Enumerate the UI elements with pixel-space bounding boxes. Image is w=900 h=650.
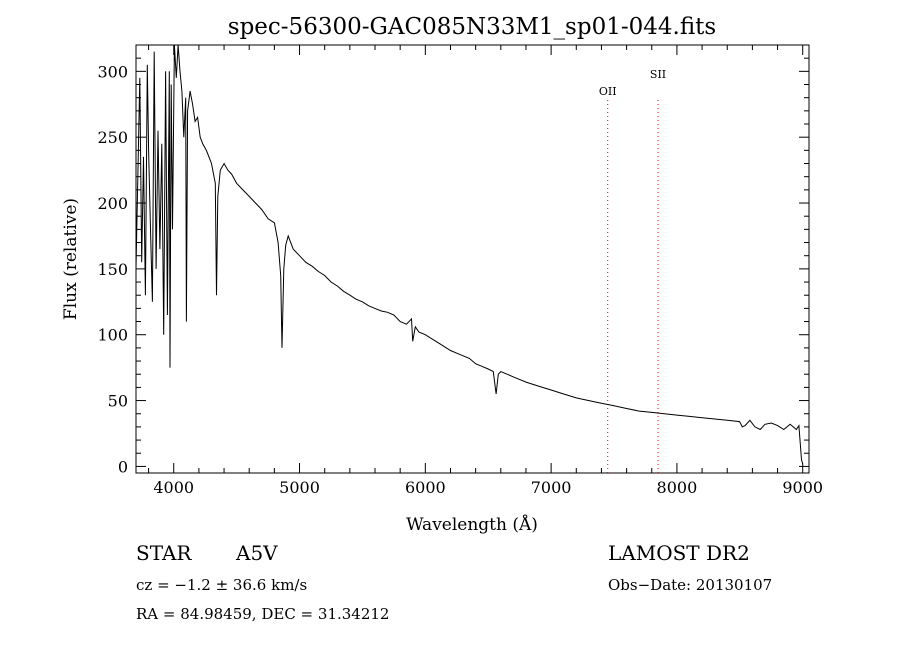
- chart-title: spec-56300-GAC085N33M1_sp01-044.fits: [228, 14, 716, 40]
- x-tick-label: 9000: [782, 478, 823, 497]
- obs-date: Obs−Date: 20130107: [608, 576, 773, 594]
- plot-frame: [135, 44, 810, 474]
- marker-label: SII: [650, 68, 666, 81]
- velocity-readout: cz = −1.2 ± 36.6 km/s: [136, 576, 308, 594]
- y-tick-label: 250: [97, 128, 128, 147]
- axis-ticks: 4000 5000 6000 7000 8000 9000 0 50 100 150 200 250 3…: [97, 45, 823, 497]
- marker-label: OII: [599, 85, 617, 98]
- x-tick-label: 4000: [153, 478, 194, 497]
- x-tick-label: 8000: [657, 478, 698, 497]
- x-tick-label: 6000: [405, 478, 446, 497]
- survey-name: LAMOST DR2: [608, 541, 750, 565]
- object-type: STAR: [136, 541, 192, 565]
- y-tick-label: 300: [97, 62, 128, 81]
- coordinates-readout: RA = 84.98459, DEC = 31.34212: [136, 605, 390, 623]
- x-tick-label: 7000: [531, 478, 572, 497]
- y-tick-label: 100: [97, 326, 128, 345]
- x-axis-label: Wavelength (Å): [406, 514, 538, 535]
- y-axis-label: Flux (relative): [61, 198, 81, 320]
- y-tick-label: 150: [97, 260, 128, 279]
- spectral-class: A5V: [236, 541, 278, 565]
- y-tick-label: 200: [97, 194, 128, 213]
- y-tick-label: 50: [108, 392, 128, 411]
- y-tick-label: 0: [118, 457, 128, 476]
- x-tick-label: 5000: [279, 478, 320, 497]
- spectrum-line: [135, 44, 804, 464]
- line-markers: OII SII: [599, 68, 666, 473]
